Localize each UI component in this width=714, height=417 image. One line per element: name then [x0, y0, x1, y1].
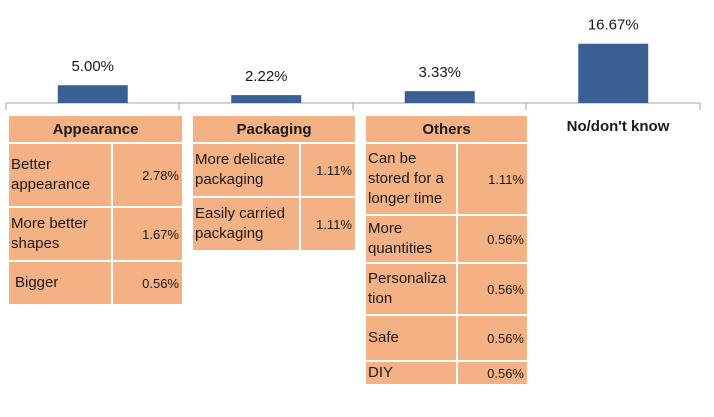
bar-value-label: 16.67% [588, 17, 639, 34]
others-row-value: 0.56% [458, 316, 527, 360]
bar-appearance [57, 85, 128, 103]
others-row-label: Personaliza tion [366, 264, 456, 314]
appearance-row-value: 0.56% [113, 262, 182, 304]
bar-value-label: 2.22% [245, 68, 288, 85]
packaging-row-label: Easily carried packaging [193, 198, 299, 250]
others-table: Others Can be stored for a longer time 1… [364, 114, 529, 386]
appearance-row-label: More better shapes [9, 208, 111, 260]
bar-value-label: 3.33% [418, 64, 461, 81]
appearance-table: Appearance Better appearance 2.78% More … [7, 114, 184, 306]
others-row-label: DIY [366, 362, 456, 384]
packaging-table: Packaging More delicate packaging 1.11% … [191, 114, 357, 252]
appearance-row-value: 2.78% [113, 144, 182, 206]
packaging-header: Packaging [193, 116, 355, 142]
others-row-label: More quantities [366, 216, 456, 262]
packaging-row-label: More delicate packaging [193, 144, 299, 196]
no-dont-know-label: No/don't know [566, 118, 670, 135]
others-row-label: Can be stored for a longer time [366, 144, 456, 214]
packaging-row-value: 1.11% [301, 144, 355, 196]
others-row-value: 0.56% [458, 362, 527, 384]
others-row-value: 1.11% [458, 144, 527, 214]
others-row-value: 0.56% [458, 264, 527, 314]
bar-packaging [231, 95, 302, 103]
appearance-header: Appearance [9, 116, 182, 142]
others-row-value: 0.56% [458, 216, 527, 262]
bar-value-label: 5.00% [71, 58, 114, 75]
appearance-row-value: 1.67% [113, 208, 182, 260]
appearance-row-label: Better appearance [9, 144, 111, 206]
packaging-row-value: 1.11% [301, 198, 355, 250]
appearance-row-label: Bigger [9, 262, 111, 304]
others-row-label: Safe [366, 316, 456, 360]
bar-others [404, 91, 475, 103]
bar-no-don-t-know [578, 43, 649, 103]
others-header: Others [366, 116, 527, 142]
